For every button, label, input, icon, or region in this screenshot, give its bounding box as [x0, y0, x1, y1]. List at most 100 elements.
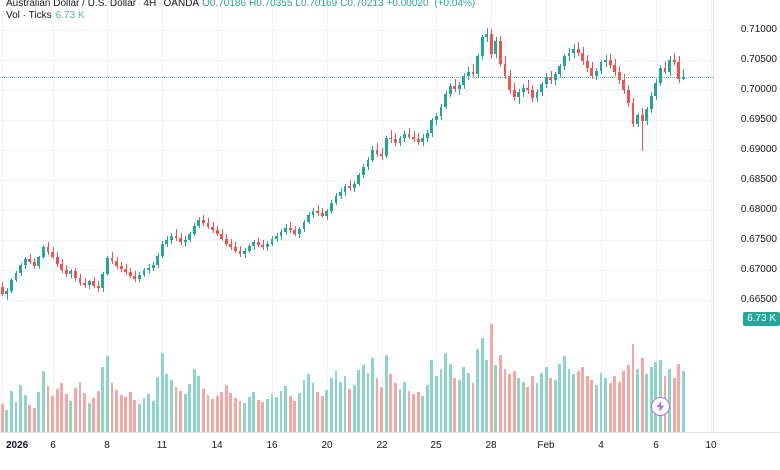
chart-plot-area[interactable]	[0, 0, 713, 432]
volume-bar	[567, 369, 571, 432]
ohlc-close: C0.70213	[337, 0, 383, 9]
volume-bar	[334, 370, 338, 432]
candle-body	[147, 267, 150, 270]
volume-bar	[69, 400, 73, 432]
exchange-label[interactable]: OANDA	[163, 0, 200, 9]
change-percent: (+0.04%)	[434, 0, 476, 9]
candle-body	[320, 213, 324, 216]
candle-body	[457, 85, 461, 89]
candle-body	[124, 269, 128, 272]
candle-body	[444, 93, 448, 107]
time-axis-label: 8	[104, 440, 110, 451]
timeframe-label[interactable]: 4H	[143, 0, 157, 9]
volume-bar	[288, 396, 292, 432]
candle-body	[311, 211, 315, 215]
volume-bar	[599, 372, 603, 432]
volume-bar	[494, 365, 498, 432]
gridline-vertical	[162, 0, 163, 432]
volume-bar	[508, 374, 512, 432]
time-axis-label: 4	[598, 440, 604, 451]
volume-bar	[585, 376, 589, 432]
candle-body	[677, 62, 681, 80]
volume-bar	[485, 360, 489, 432]
volume-bar	[425, 385, 429, 432]
price-axis[interactable]: 6.73 K 0.71000 0.70500 0.70000 0.69500 0.690…	[713, 0, 780, 432]
volume-bar	[275, 396, 278, 432]
volume-bar	[284, 386, 288, 432]
candle-body	[659, 68, 662, 83]
volume-bar	[115, 389, 118, 432]
volume-bar	[595, 385, 598, 432]
gridline-horizontal	[0, 270, 713, 271]
volume-bar	[512, 370, 516, 432]
volume-legend-row[interactable]: Vol · Ticks 6.73 K	[6, 10, 475, 22]
legend-primary-row[interactable]: Australian Dollar / U.S. Dollar · 4H · OANDA…	[6, 0, 475, 9]
volume-bar	[421, 396, 425, 432]
volume-bar	[430, 360, 434, 432]
candle-body	[407, 134, 411, 137]
volume-bar	[192, 369, 196, 432]
candle-body	[0, 286, 4, 294]
volume-bar	[640, 358, 644, 432]
gridline-horizontal	[0, 60, 713, 61]
candle-body	[361, 166, 365, 176]
symbol-name[interactable]: Australian Dollar / U.S. Dollar	[6, 0, 137, 9]
volume-bar	[375, 378, 379, 432]
candle-body	[604, 60, 607, 63]
volume-bar	[37, 392, 41, 432]
candle-body	[307, 214, 310, 222]
lightning-bolt-icon[interactable]	[651, 397, 670, 416]
time-axis-label: 16	[266, 440, 278, 451]
volume-bar	[60, 383, 64, 432]
candle-wick	[528, 80, 529, 94]
volume-bar	[448, 363, 452, 432]
change-value: +0.00020	[386, 0, 429, 9]
candle-body	[87, 281, 91, 285]
candle-body	[681, 77, 685, 80]
candle-body	[567, 52, 571, 57]
ohlc-open: O0.70186	[199, 0, 246, 9]
time-axis-label: 2026	[6, 440, 29, 451]
gridline-vertical	[546, 0, 547, 432]
volume-bar	[617, 381, 621, 432]
candle-body	[357, 175, 361, 184]
candle-body	[375, 150, 379, 154]
candle-body	[526, 87, 530, 90]
volume-bar	[622, 370, 626, 432]
volume-bar	[325, 389, 329, 432]
candle-body	[576, 49, 580, 53]
volume-bar	[73, 387, 77, 432]
volume-bar	[270, 394, 274, 432]
volume-bar	[307, 373, 310, 432]
volume-bar	[83, 393, 86, 432]
high-label: H	[249, 0, 257, 9]
volume-bar	[156, 377, 160, 432]
candle-body	[92, 281, 96, 286]
volume-bar	[521, 381, 525, 432]
high-value: 0.70355	[256, 0, 293, 9]
volume-bar	[206, 395, 210, 432]
candle-body	[622, 80, 626, 90]
gridline-horizontal	[0, 180, 713, 181]
candle-wick	[391, 129, 392, 143]
candle-wick	[473, 63, 474, 77]
candle-body	[279, 231, 283, 237]
candle-body	[617, 72, 621, 81]
gridline-horizontal	[0, 240, 713, 241]
volume-bar	[590, 379, 594, 432]
candle-body	[28, 259, 32, 263]
time-axis-label: 11	[156, 440, 168, 451]
volume-bar	[467, 372, 470, 432]
volume-bar	[233, 397, 237, 432]
volume-bar	[384, 354, 388, 432]
candle-body	[192, 225, 196, 234]
low-value: 0.70169	[300, 0, 338, 9]
candle-body	[572, 49, 575, 53]
time-axis[interactable]: 2026 6 8 11 14 16 20 22 25 28 Feb 4 6 10	[0, 432, 780, 470]
volume-bar	[572, 374, 575, 432]
volume-indicator-title[interactable]: Vol · Ticks	[6, 10, 52, 21]
volume-bar	[403, 381, 406, 432]
candle-body	[73, 271, 77, 279]
time-axis-label: 10	[705, 440, 717, 451]
